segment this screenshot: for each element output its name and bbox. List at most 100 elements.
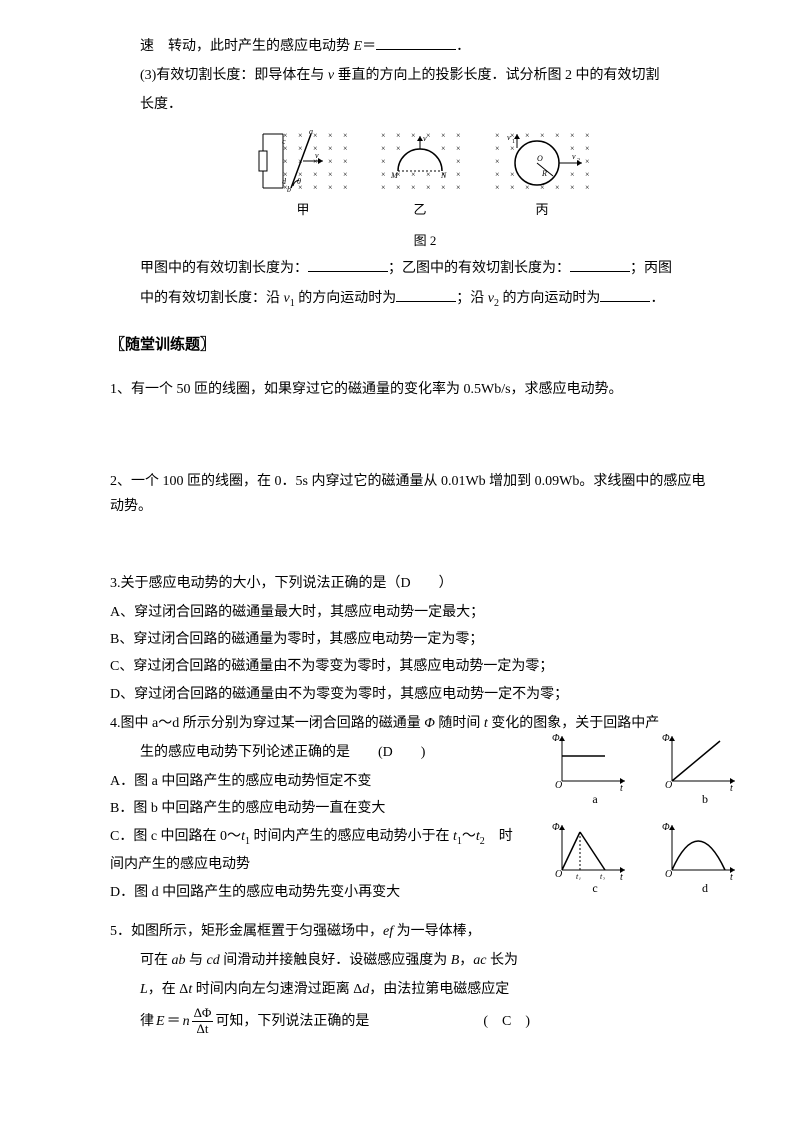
graph-a: Φ O t a	[550, 731, 640, 811]
svg-text:t: t	[620, 783, 623, 791]
svg-text:b: b	[287, 185, 291, 194]
fig-jia: ××××× ××××× ××××× ××××× ×××××	[253, 126, 353, 221]
svg-text:×: ×	[381, 157, 386, 166]
svg-text:×: ×	[456, 131, 461, 140]
fig-yi-label: 乙	[373, 198, 468, 221]
svg-text:2: 2	[577, 158, 580, 164]
svg-text:×: ×	[328, 170, 333, 179]
var-n: n	[183, 1009, 190, 1034]
fraction: ΔΦ Δt	[192, 1006, 214, 1036]
text: ，由法拉第电磁感应定	[369, 982, 509, 997]
svg-text:Φ: Φ	[662, 733, 670, 744]
svg-text:R: R	[541, 169, 547, 178]
text: ．	[456, 39, 470, 54]
svg-text:×: ×	[495, 131, 500, 140]
svg-text:a: a	[309, 127, 313, 136]
svg-text:×: ×	[495, 170, 500, 179]
text: 长为	[487, 953, 519, 968]
svg-text:×: ×	[495, 157, 500, 166]
text: 间滑动并接触良好．设磁感应强度为	[220, 953, 451, 968]
q5-line2: 可在 ab 与 cd 间滑动并接触良好．设磁感应强度为 B，ac 长为	[110, 948, 530, 973]
svg-text:×: ×	[585, 157, 590, 166]
q3-option-a: A、穿过闭合回路的磁通量最大时，其感应电动势一定最大；	[110, 600, 710, 625]
svg-text:O: O	[665, 780, 672, 791]
svg-text:×: ×	[555, 183, 560, 192]
var-B: B	[451, 953, 460, 968]
svg-text:×: ×	[298, 131, 303, 140]
blank	[600, 287, 650, 302]
var-phi: Φ	[424, 716, 435, 731]
fig-jia-label: 甲	[253, 198, 353, 221]
svg-text:v: v	[572, 152, 576, 161]
svg-text:×: ×	[328, 144, 333, 153]
svg-text:×: ×	[343, 131, 348, 140]
svg-text:×: ×	[343, 170, 348, 179]
var-E: E	[156, 1009, 165, 1034]
text: ，	[459, 953, 473, 968]
svg-text:t₂: t₂	[600, 872, 605, 880]
var-ab: ab	[172, 953, 186, 968]
q5-line1: 5．如图所示，矩形金属框置于匀强磁场中，ef 为一导体棒，	[110, 919, 530, 944]
text: 可知，下列说法正确的是	[215, 1009, 369, 1034]
svg-text:×: ×	[313, 131, 318, 140]
graph-d: Φ O t d	[660, 820, 750, 900]
svg-text:×: ×	[283, 157, 288, 166]
svg-text:×: ×	[343, 144, 348, 153]
spacer	[110, 537, 710, 567]
frac-den: Δt	[192, 1022, 214, 1036]
question-4: 4.图中 a～d 所示分别为穿过某一闭合回路的磁通量 Φ 随时间 t 变化的图象…	[110, 711, 710, 905]
text: 的方向运动时为	[499, 291, 601, 306]
var-ef: ef	[383, 924, 393, 939]
q5-line4: 律 E ＝ n ΔΦ Δt 可知，下列说法正确的是 ( C )	[110, 1006, 530, 1036]
spacer	[110, 421, 710, 451]
text: 4.图中 a～d 所示分别为穿过某一闭合回路的磁通量	[110, 716, 424, 731]
q3-option-b: B、穿过闭合回路的磁通量为零时，其感应电动势一定为零；	[110, 627, 710, 652]
svg-text:×: ×	[510, 170, 515, 179]
svg-text:θ: θ	[297, 177, 301, 186]
svg-text:×: ×	[343, 157, 348, 166]
svg-text:×: ×	[396, 144, 401, 153]
graph-c-label: c	[550, 878, 640, 900]
var-ac: ac	[473, 953, 486, 968]
q4-graphs: Φ O t a Φ O t	[550, 731, 750, 910]
svg-text:×: ×	[510, 183, 515, 192]
svg-text:×: ×	[313, 170, 318, 179]
svg-text:O: O	[555, 780, 562, 791]
text: 甲图中的有效切割长度为：	[140, 261, 308, 276]
svg-text:O: O	[665, 869, 672, 880]
graph-d-label: d	[660, 878, 750, 900]
fig-bing: ××××××× ×××× ×× ×××× ××××××× O R	[487, 126, 597, 221]
text: C．图 c 中回路在 0～	[110, 829, 241, 844]
svg-text:×: ×	[555, 131, 560, 140]
graph-b: Φ O t b	[660, 731, 750, 811]
svg-text:×: ×	[313, 183, 318, 192]
svg-text:×: ×	[328, 183, 333, 192]
line-3-desc: (3)有效切割长度：即导体在与 v 垂直的方向上的投影长度．试分析图 2 中的有…	[140, 63, 710, 88]
var-E: E	[354, 39, 363, 54]
svg-text:×: ×	[343, 183, 348, 192]
text: 律	[140, 1009, 154, 1034]
fill-line-1: 甲图中的有效切割长度为：；乙图中的有效切割长度为：；丙图	[140, 256, 710, 281]
question-2: 2、一个 100 匝的线圈，在 0．5s 内穿过它的磁通量从 0.01Wb 增加…	[110, 469, 710, 519]
svg-text:×: ×	[328, 157, 333, 166]
q3-stem: 3.关于感应电动势的大小，下列说法正确的是（D ）	[110, 571, 710, 596]
svg-text:×: ×	[570, 183, 575, 192]
text: 为一导体棒，	[393, 924, 481, 939]
svg-text:×: ×	[411, 183, 416, 192]
svg-text:×: ×	[298, 144, 303, 153]
var-cd: cd	[207, 953, 220, 968]
text: ，在 Δ	[148, 982, 189, 997]
blank	[376, 35, 456, 50]
svg-text:×: ×	[585, 144, 590, 153]
svg-text:×: ×	[381, 170, 386, 179]
svg-text:×: ×	[441, 144, 446, 153]
text: 5．如图所示，矩形金属框置于匀强磁场中，	[110, 924, 383, 939]
svg-text:Φ: Φ	[662, 822, 670, 833]
svg-text:Φ: Φ	[552, 822, 560, 833]
page: 速 转动，此时产生的感应电动势 E＝． (3)有效切割长度：即导体在与 v 垂直…	[0, 0, 800, 1132]
svg-text:×: ×	[456, 183, 461, 192]
svg-text:×: ×	[570, 170, 575, 179]
svg-text:×: ×	[396, 131, 401, 140]
svg-text:×: ×	[510, 144, 515, 153]
text: ；沿	[456, 291, 488, 306]
